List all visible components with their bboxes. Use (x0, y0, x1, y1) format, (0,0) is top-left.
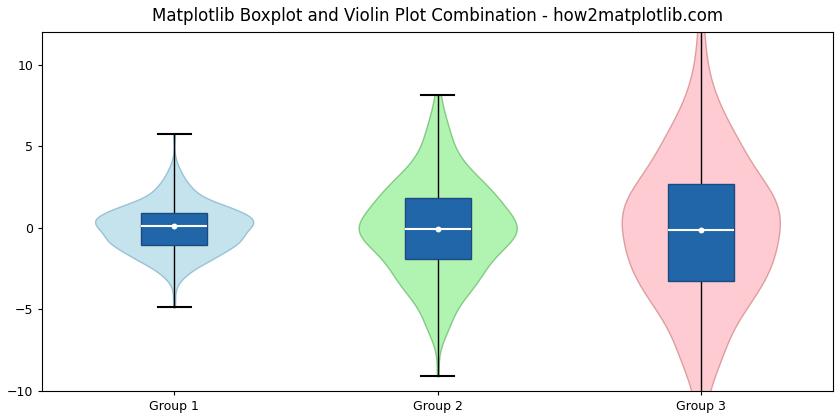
PathPatch shape (141, 213, 207, 244)
Point (695, 227, 708, 234)
PathPatch shape (405, 198, 470, 259)
Point (431, 226, 444, 232)
Point (167, 223, 181, 230)
Title: Matplotlib Boxplot and Violin Plot Combination - how2matplotlib.com: Matplotlib Boxplot and Violin Plot Combi… (152, 7, 723, 25)
PathPatch shape (669, 184, 734, 281)
